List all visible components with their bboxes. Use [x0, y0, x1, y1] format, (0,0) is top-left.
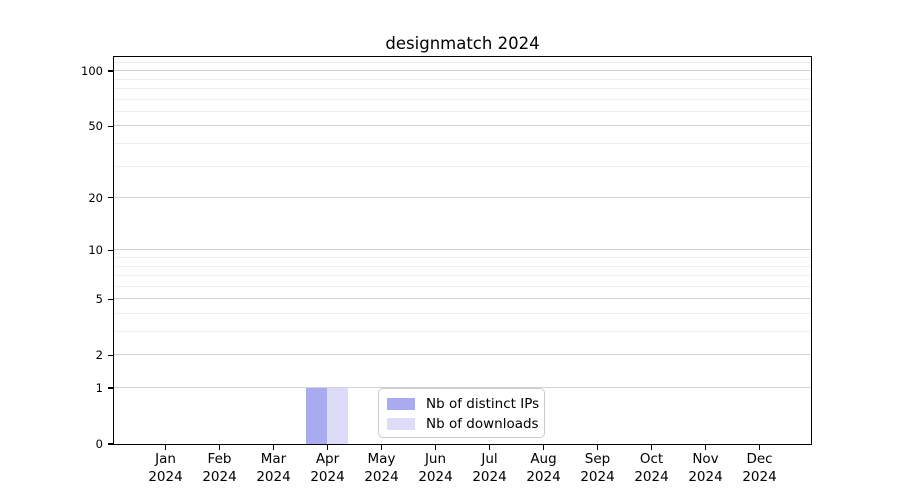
- y-major-gridline: [113, 249, 811, 251]
- x-tick-label: Jul 2024: [472, 451, 507, 485]
- x-tick-label: Feb 2024: [202, 451, 237, 485]
- legend: Nb of distinct IPs Nb of downloads: [378, 388, 545, 438]
- x-tickmark: [272, 445, 275, 450]
- y-tick-label: 10: [88, 243, 103, 258]
- x-tickmark: [542, 445, 545, 450]
- y-tick-label: 50: [88, 119, 103, 134]
- x-tickmark: [596, 445, 599, 450]
- y-minor-gridline: [113, 142, 811, 144]
- y-tickmark: [108, 125, 113, 127]
- x-tick-label: Nov 2024: [688, 451, 723, 485]
- y-minor-gridline: [113, 275, 811, 277]
- x-tickmark: [218, 445, 221, 450]
- chart-title: designmatch 2024: [385, 34, 540, 53]
- y-minor-gridline: [113, 110, 811, 112]
- y-tickmark: [108, 249, 113, 251]
- x-tick-label: May 2024: [364, 451, 399, 485]
- y-minor-gridline: [113, 62, 811, 64]
- y-major-gridline: [113, 125, 811, 127]
- legend-swatch-icon: [387, 417, 415, 431]
- y-tickmark: [108, 197, 113, 199]
- y-tickmark: [108, 354, 113, 356]
- x-tickmark: [704, 445, 707, 450]
- x-tick-label: Aug 2024: [526, 451, 561, 485]
- y-tick-label: 20: [88, 190, 103, 205]
- legend-label: Nb of downloads: [426, 416, 539, 432]
- y-tickmark: [108, 443, 113, 445]
- y-tickmark: [108, 387, 113, 389]
- y-minor-gridline: [113, 78, 811, 80]
- x-tick-label: Apr 2024: [310, 451, 345, 485]
- x-tickmark: [380, 445, 383, 450]
- y-minor-gridline: [113, 331, 811, 333]
- y-tickmark: [108, 298, 113, 300]
- legend-label: Nb of distinct IPs: [426, 396, 540, 412]
- y-tickmark: [108, 70, 113, 72]
- y-major-gridline: [113, 354, 811, 356]
- x-tickmark: [488, 445, 491, 450]
- x-tickmark: [164, 445, 167, 450]
- y-tick-label: 2: [95, 348, 103, 363]
- x-tickmark: [650, 445, 653, 450]
- y-minor-gridline: [113, 285, 811, 287]
- y-minor-gridline: [113, 98, 811, 100]
- x-tick-label: Mar 2024: [256, 451, 291, 485]
- legend-swatch-icon: [387, 397, 415, 411]
- y-major-gridline: [113, 196, 811, 199]
- x-tickmark: [434, 445, 437, 450]
- x-tickmark: [758, 445, 761, 450]
- y-major-gridline: [113, 298, 811, 300]
- y-minor-gridline: [113, 165, 811, 167]
- bar-nb-of-downloads: [327, 387, 349, 444]
- x-tickmark: [326, 445, 329, 450]
- plot-area: [112, 55, 812, 445]
- y-tick-label: 0: [95, 437, 103, 451]
- y-tick-label: 100: [81, 63, 103, 78]
- y-minor-gridline: [113, 257, 811, 259]
- x-tick-label: Jan 2024: [148, 451, 183, 485]
- legend-row: Nb of distinct IPs: [387, 394, 540, 414]
- y-tick-label: 5: [95, 292, 103, 307]
- x-tick-label: Jun 2024: [418, 451, 453, 485]
- y-tick-label: 1: [95, 380, 103, 395]
- bar-nb-of-distinct-ips: [306, 387, 328, 444]
- y-minor-gridline: [113, 265, 811, 267]
- y-major-gridline: [113, 70, 811, 72]
- legend-row: Nb of downloads: [387, 414, 539, 434]
- x-tick-label: Sep 2024: [580, 451, 615, 485]
- y-minor-gridline: [113, 313, 811, 315]
- x-tick-label: Dec 2024: [742, 451, 777, 485]
- y-major-gridline: [113, 387, 811, 389]
- y-minor-gridline: [113, 87, 811, 89]
- x-tick-label: Oct 2024: [634, 451, 669, 485]
